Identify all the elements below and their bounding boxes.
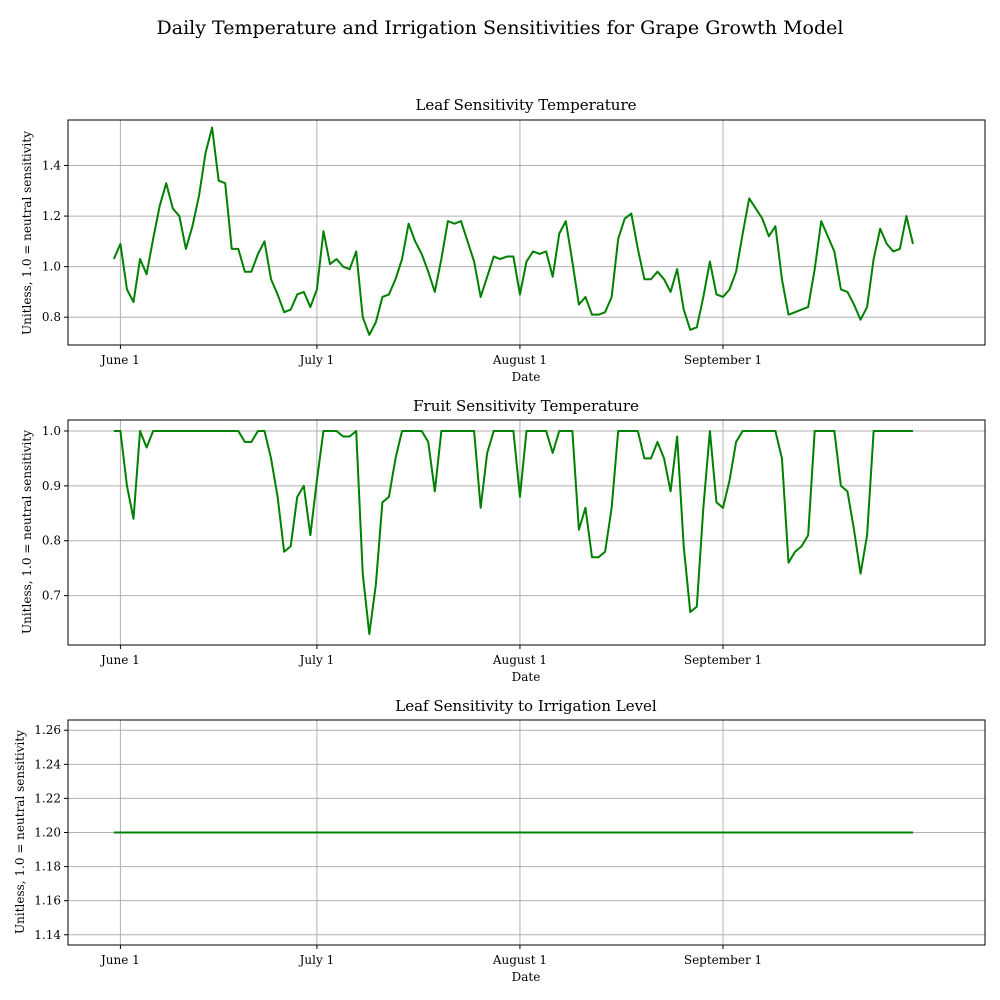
figure-title: Daily Temperature and Irrigation Sensiti… xyxy=(157,17,844,39)
x-tick-label: September 1 xyxy=(684,653,762,667)
y-tick-label: 1.0 xyxy=(42,424,61,438)
series-line xyxy=(113,429,913,636)
plot-area: 0.8 1.0 1.2 1.4 June 1 July 1 August 1 Septembe… xyxy=(42,119,986,367)
axes-frame xyxy=(67,419,986,646)
x-tick-label: June 1 xyxy=(99,653,140,667)
y-tick-label: 1.26 xyxy=(34,723,61,737)
x-tick-label: July 1 xyxy=(298,953,335,967)
x-tick-label: July 1 xyxy=(298,353,335,367)
y-axis-label: Unitless, 1.0 = neutral sensitivity xyxy=(20,131,34,335)
x-tick-label: August 1 xyxy=(492,353,547,367)
y-tick-label: 0.8 xyxy=(42,310,61,324)
y-tick-label: 0.7 xyxy=(42,589,61,603)
y-tick-label: 1.20 xyxy=(34,826,61,840)
x-tick-label: August 1 xyxy=(492,953,547,967)
x-axis-label: Date xyxy=(512,970,541,984)
chart-title: Fruit Sensitivity Temperature xyxy=(413,397,639,415)
x-tick-label: June 1 xyxy=(99,353,140,367)
y-tick-label: 1.18 xyxy=(34,860,61,874)
x-axis-label: Date xyxy=(512,670,541,684)
y-tick-label: 1.22 xyxy=(34,791,61,805)
plot-area: 0.7 0.8 0.9 1.0 June 1 July 1 August 1 Septembe… xyxy=(42,419,986,667)
x-axis-label: Date xyxy=(512,370,541,384)
y-tick-label: 1.16 xyxy=(34,894,61,908)
y-tick-label: 1.4 xyxy=(42,159,61,173)
x-tick-label: July 1 xyxy=(298,653,335,667)
y-tick-label: 1.24 xyxy=(34,757,61,771)
y-tick-label: 0.8 xyxy=(42,534,61,548)
y-axis-label: Unitless, 1.0 = neutral sensitivity xyxy=(13,730,27,934)
x-tick-label: September 1 xyxy=(684,953,762,967)
chart-title: Leaf Sensitivity to Irrigation Level xyxy=(395,697,657,715)
y-tick-label: 1.14 xyxy=(34,928,61,942)
y-tick-label: 0.9 xyxy=(42,479,61,493)
y-tick-label: 1.0 xyxy=(42,260,61,274)
chart-panel-leaf-temperature: Leaf Sensitivity Temperature Date Unitle… xyxy=(20,96,986,384)
x-tick-label: September 1 xyxy=(684,353,762,367)
chart-panel-fruit-temperature: Fruit Sensitivity Temperature Date Unitl… xyxy=(20,397,986,684)
x-tick-label: June 1 xyxy=(99,953,140,967)
y-axis-label: Unitless, 1.0 = neutral sensitivity xyxy=(20,430,34,634)
y-tick-label: 1.2 xyxy=(42,209,61,223)
chart-title: Leaf Sensitivity Temperature xyxy=(415,96,636,114)
x-tick-label: August 1 xyxy=(492,653,547,667)
chart-panel-leaf-irrigation: Leaf Sensitivity to Irrigation Level Dat… xyxy=(13,697,986,984)
axes-frame xyxy=(67,119,986,346)
plot-area: 1.14 1.16 1.18 1.20 1.22 1.24 1.26 June 1 July 1… xyxy=(34,719,986,967)
series-line xyxy=(112,126,914,336)
